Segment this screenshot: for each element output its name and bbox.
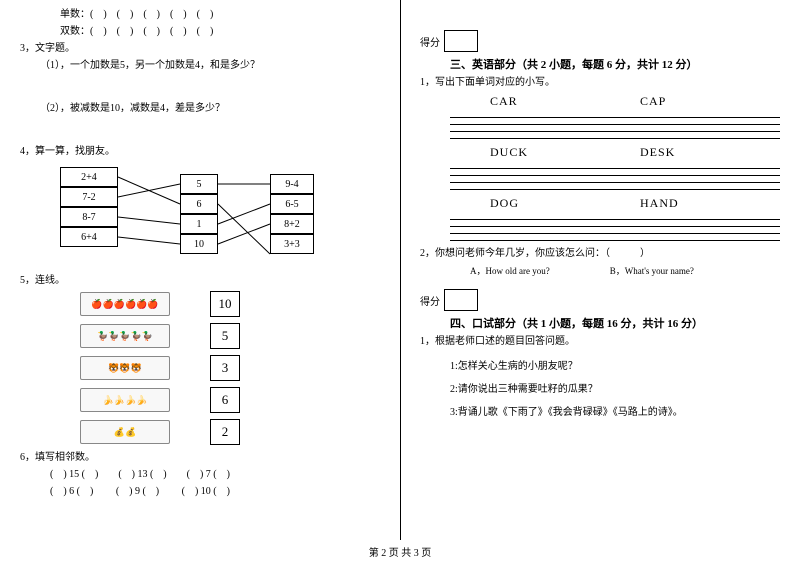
match-cell: 5: [180, 174, 218, 194]
q6-row2: ( ) 6 ( ) ( ) 9 ( ) ( ) 10 ( ): [20, 485, 380, 499]
score-box-4: 得分: [420, 289, 780, 311]
match-col-2: 5 6 1 10: [180, 174, 218, 254]
match-col-3: 9-4 6-5 8+2 3+3: [270, 174, 314, 254]
connect-row: 🐯🐯🐯 3: [80, 355, 380, 381]
score-label: 得分: [420, 293, 440, 308]
match-cell: 10: [180, 234, 218, 254]
match-cell: 9-4: [270, 174, 314, 194]
match-cell: 8+2: [270, 214, 314, 234]
sec4-q1: 1，根据老师口述的题目回答问题。: [420, 335, 780, 349]
match-col-1: 2+4 7-2 8-7 6+4: [60, 167, 118, 247]
connect-row: 💰💰 2: [80, 419, 380, 445]
q3-1: （1），一个加数是5，另一个加数是4，和是多少？: [20, 59, 380, 73]
score-box-3: 得分: [420, 30, 780, 52]
odd-numbers-line: 单数：( ) ( ) ( ) ( ) ( ): [20, 8, 380, 22]
q3-2: （2），被减数是10，减数是4，差是多少？: [20, 102, 380, 116]
options-row: A，How old are you? B，What's your name?: [470, 264, 780, 277]
word-cap: CAP: [640, 94, 666, 109]
section-3-title: 三、英语部分（共 2 小题，每题 6 分，共计 12 分）: [450, 56, 780, 72]
match-cell: 6: [180, 194, 218, 214]
word-car: CAR: [490, 94, 640, 109]
q6-row1: ( ) 15 ( ) ( ) 13 ( ) ( ) 7 ( ): [20, 468, 380, 482]
q4-title: 4，算一算，找朋友。: [20, 145, 380, 159]
word-desk: DESK: [640, 145, 675, 160]
match-cell: 1: [180, 214, 218, 234]
picture-placeholder: 🍌🍌🍌🍌: [80, 388, 170, 412]
sec4-sub3: 3:背诵儿歌《下雨了》《我会背碌碌》《马路上的诗》。: [450, 403, 780, 418]
section-4-title: 四、口试部分（共 1 小题，每题 16 分，共计 16 分）: [450, 315, 780, 331]
match-cell: 6+4: [60, 227, 118, 247]
right-column: 得分 三、英语部分（共 2 小题，每题 6 分，共计 12 分） 1，写出下面单…: [400, 0, 800, 540]
score-input-box: [444, 30, 478, 52]
number-box: 3: [210, 355, 240, 381]
writing-lines: [450, 162, 780, 190]
q6-title: 6，填写相邻数。: [20, 451, 380, 465]
connect-section: 🍎🍎🍎🍎🍎🍎 10 🦆🦆🦆🦆🦆 5 🐯🐯🐯 3 🍌🍌🍌🍌 6 💰💰 2: [80, 291, 380, 445]
writing-lines: [450, 213, 780, 241]
q5-title: 5，连线。: [20, 274, 380, 288]
sec3-q1: 1，写出下面单词对应的小写。: [420, 76, 780, 90]
connect-row: 🍎🍎🍎🍎🍎🍎 10: [80, 291, 380, 317]
sec4-sub1: 1:怎样关心生病的小朋友呢？: [450, 357, 780, 372]
match-cell: 3+3: [270, 234, 314, 254]
match-cell: 7-2: [60, 187, 118, 207]
picture-placeholder: 🐯🐯🐯: [80, 356, 170, 380]
sec3-q2: 2，你想问老师今年几岁，你应该怎么问：（ ）: [420, 247, 780, 261]
option-a: A，How old are you?: [470, 264, 550, 277]
picture-placeholder: 💰💰: [80, 420, 170, 444]
connect-row: 🦆🦆🦆🦆🦆 5: [80, 323, 380, 349]
word-duck: DUCK: [490, 145, 640, 160]
match-cell: 8-7: [60, 207, 118, 227]
score-input-box: [444, 289, 478, 311]
page-footer: 第 2 页 共 3 页: [0, 544, 800, 559]
number-box: 2: [210, 419, 240, 445]
matching-diagram: 2+4 7-2 8-7 6+4 5 6 1 10 9-4 6-5 8+2 3+3: [60, 162, 380, 272]
word-row-3: DOG HAND: [490, 196, 780, 211]
writing-lines: [450, 111, 780, 139]
score-label: 得分: [420, 34, 440, 49]
match-cell: 6-5: [270, 194, 314, 214]
number-box: 5: [210, 323, 240, 349]
match-cell: 2+4: [60, 167, 118, 187]
sec4-sub2: 2:请你说出三种需要吐籽的瓜果？: [450, 380, 780, 395]
connect-row: 🍌🍌🍌🍌 6: [80, 387, 380, 413]
word-row-2: DUCK DESK: [490, 145, 780, 160]
left-column: 单数：( ) ( ) ( ) ( ) ( ) 双数：( ) ( ) ( ) ( …: [0, 0, 400, 540]
picture-placeholder: 🦆🦆🦆🦆🦆: [80, 324, 170, 348]
word-hand: HAND: [640, 196, 679, 211]
number-box: 10: [210, 291, 240, 317]
option-b: B，What's your name?: [610, 264, 694, 277]
q3-title: 3，文字题。: [20, 42, 380, 56]
number-box: 6: [210, 387, 240, 413]
picture-placeholder: 🍎🍎🍎🍎🍎🍎: [80, 292, 170, 316]
word-dog: DOG: [490, 196, 640, 211]
word-row-1: CAR CAP: [490, 94, 780, 109]
even-numbers-line: 双数：( ) ( ) ( ) ( ) ( ): [20, 25, 380, 39]
